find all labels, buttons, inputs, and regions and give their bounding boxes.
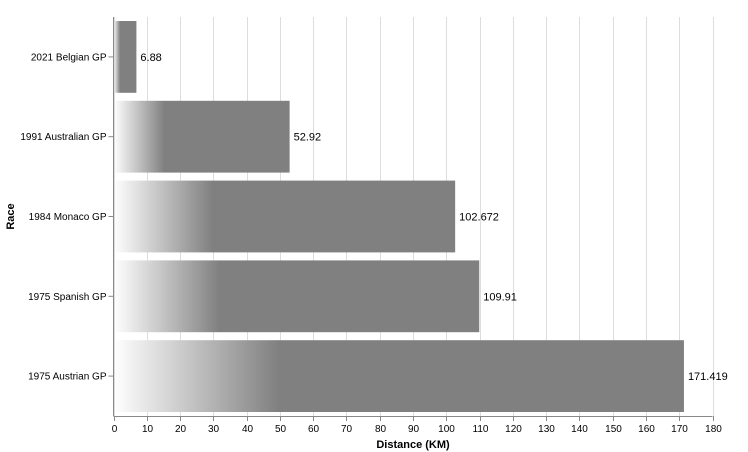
x-axis-title: Distance (KM) bbox=[376, 439, 450, 451]
x-tick-label: 50 bbox=[275, 424, 287, 435]
x-tick-label: 70 bbox=[341, 424, 353, 435]
data-label: 6.88 bbox=[140, 52, 161, 64]
x-tick-label: 170 bbox=[671, 424, 688, 435]
data-label: 109.91 bbox=[483, 291, 517, 303]
y-tick-label: 1975 Spanish GP bbox=[28, 292, 107, 303]
bar bbox=[115, 21, 137, 93]
x-tick-label: 100 bbox=[438, 424, 455, 435]
x-tick-label: 90 bbox=[408, 424, 420, 435]
bar bbox=[115, 340, 684, 412]
x-tick-label: 20 bbox=[175, 424, 187, 435]
y-axis: 2021 Belgian GP 1991 Australian GP 1984 Mo… bbox=[20, 17, 114, 416]
x-tick-label: 10 bbox=[142, 424, 154, 435]
y-tick-label: 1984 Monaco GP bbox=[29, 212, 107, 223]
bar bbox=[115, 180, 456, 253]
x-tick-label: 180 bbox=[705, 424, 722, 435]
x-tick-label: 130 bbox=[538, 424, 555, 435]
y-tick-label: 1991 Australian GP bbox=[20, 132, 106, 143]
bar bbox=[115, 260, 480, 333]
x-tick-label: 60 bbox=[308, 424, 320, 435]
y-tick-label: 2021 Belgian GP bbox=[31, 52, 107, 63]
x-tick-label: 80 bbox=[375, 424, 387, 435]
x-tick-label: 140 bbox=[571, 424, 588, 435]
x-tick-label: 120 bbox=[505, 424, 522, 435]
data-label: 52.92 bbox=[294, 132, 322, 144]
y-tick-label: 1975 Austrian GP bbox=[28, 372, 107, 383]
data-label: 171.419 bbox=[688, 371, 728, 383]
x-tick-label: 30 bbox=[208, 424, 220, 435]
y-axis-title: Race bbox=[5, 203, 17, 229]
data-label: 102.672 bbox=[459, 212, 499, 224]
bars: 6.88 52.92 102.672 109.91 171.419 bbox=[115, 21, 728, 412]
x-axis: 0 10 20 30 40 50 60 70 80 90 100 110 120 130 140 150 160… bbox=[112, 416, 722, 435]
x-tick-label: 110 bbox=[473, 424, 489, 435]
x-tick-label: 160 bbox=[638, 424, 655, 435]
bar bbox=[115, 100, 290, 173]
x-tick-label: 0 bbox=[112, 424, 118, 435]
x-tick-label: 40 bbox=[242, 424, 254, 435]
x-tick-label: 150 bbox=[605, 424, 622, 435]
